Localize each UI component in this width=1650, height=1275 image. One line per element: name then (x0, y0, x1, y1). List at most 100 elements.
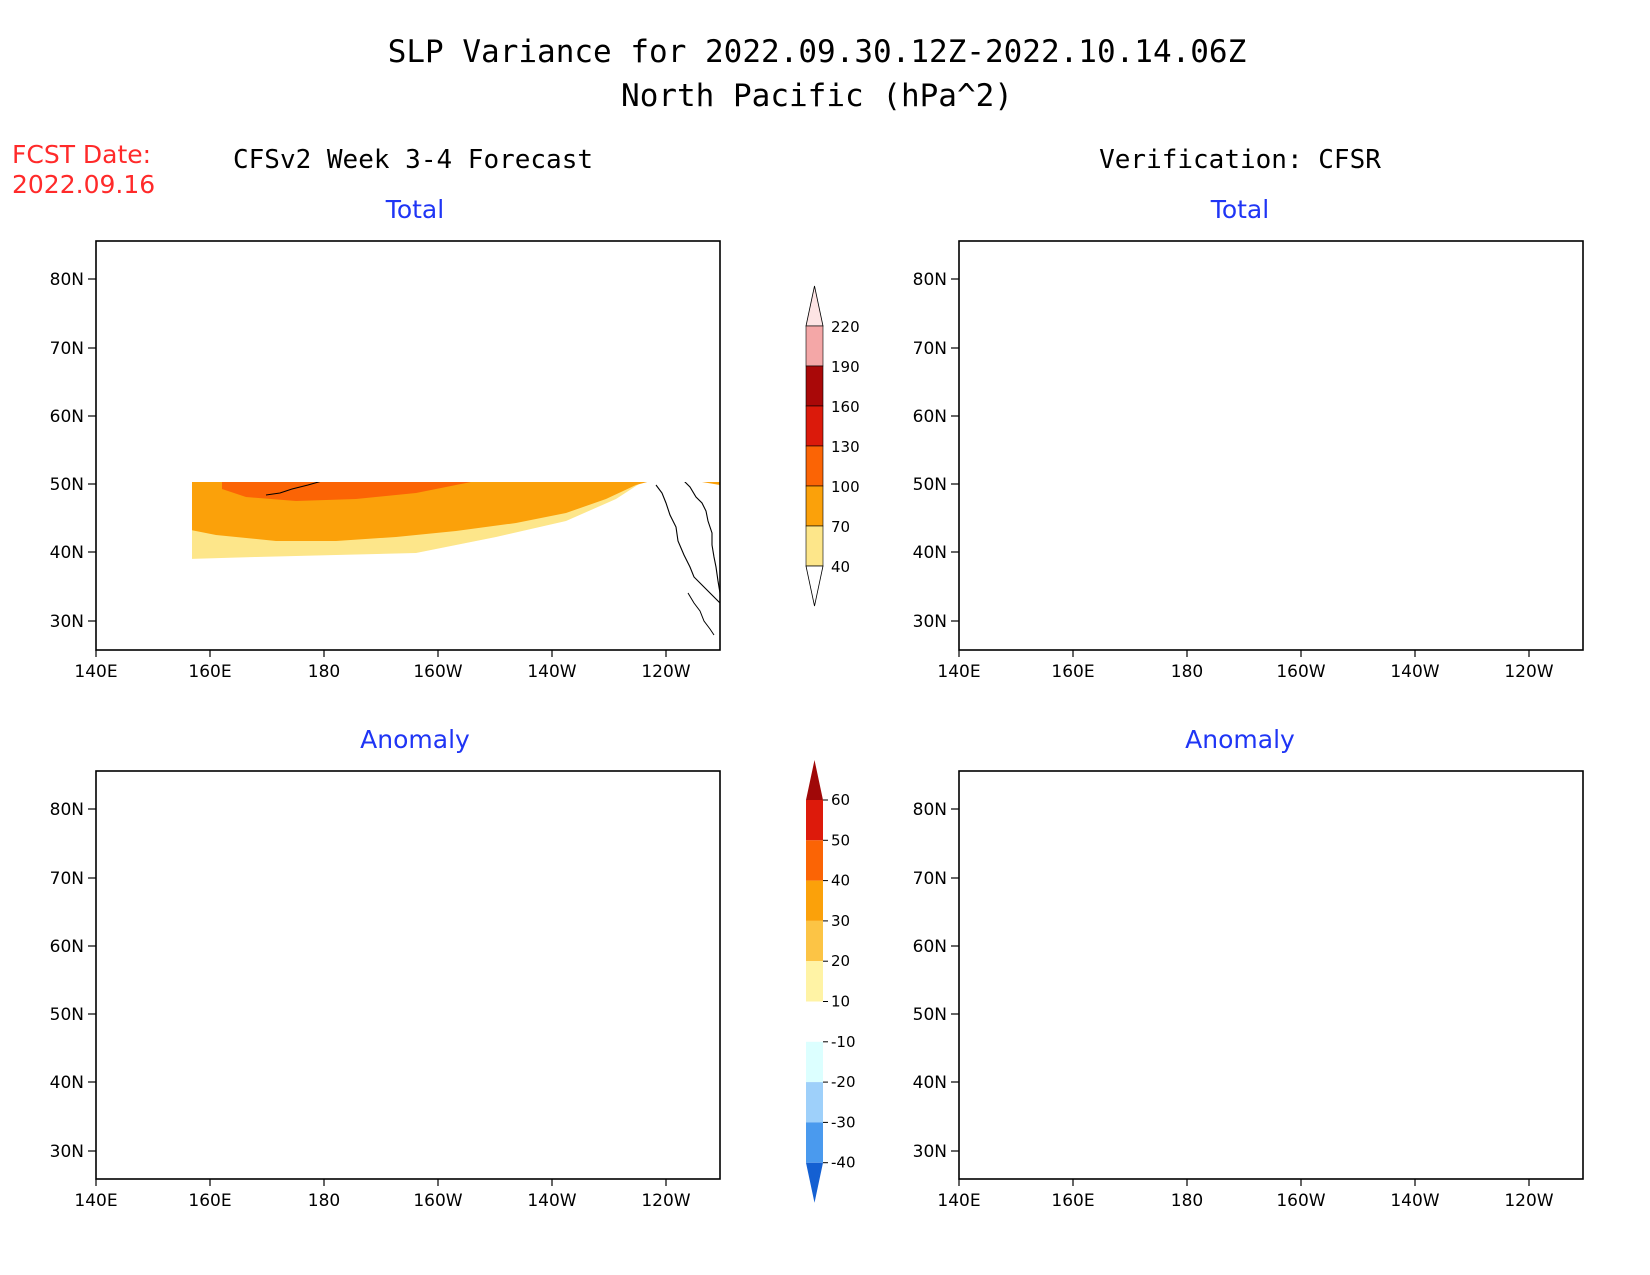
lon-tick-label: 160E (1051, 1191, 1094, 1211)
lat-tick-label: 80N (913, 800, 947, 820)
lon-tick-label: 120W (641, 1191, 690, 1211)
lon-tick-label: 140W (527, 662, 576, 682)
lon-tick-label: 160W (1276, 1191, 1325, 1211)
colorbar-total-label: 190 (831, 358, 860, 376)
panel-title-forecast-total: Total (385, 195, 444, 224)
colorbar-total-bottom-arrow (805, 565, 824, 607)
lon-tick-label: 180 (1171, 1191, 1203, 1211)
colorbar-total-label: 220 (831, 318, 860, 336)
panel-title-verification-anomaly: Anomaly (1185, 725, 1295, 754)
colorbar-anomaly-swatch (806, 1082, 823, 1123)
colorbar-total-label: 40 (831, 558, 850, 576)
colorbar-total-label: 160 (831, 398, 860, 416)
lon-tick-label: 140E (937, 1191, 980, 1211)
colorbar-anomaly-label: 40 (831, 872, 850, 890)
colorbar-anomaly-bottom-arrow (806, 1162, 823, 1203)
lon-tick-label: 160W (413, 662, 462, 682)
colorbar-total-swatch (805, 405, 824, 447)
lon-tick-label: 160W (1276, 662, 1325, 682)
colorbar-anomaly-swatch (806, 800, 823, 841)
lon-tick-label: 160E (188, 1191, 231, 1211)
colorbar-anomaly-label: 60 (831, 791, 850, 809)
lat-tick-label: 50N (913, 475, 947, 495)
map-panel-forecast-anomaly (95, 770, 721, 1180)
lat-tick-label: 40N (50, 1073, 84, 1093)
lat-tick-label: 50N (913, 1005, 947, 1025)
map-panel-verification-total (958, 240, 1584, 651)
colorbar-anomaly: 60 50 40 30 20 10 -10 -20 -30 -40 (806, 760, 856, 1203)
lat-tick-label: 80N (50, 270, 84, 290)
lat-tick-label: 30N (913, 612, 947, 632)
colorbar-anomaly-top-arrow (806, 760, 823, 800)
lon-tick-label: 120W (1504, 1191, 1553, 1211)
lon-tick-label: 160E (1051, 662, 1094, 682)
lat-tick-label: 60N (50, 937, 84, 957)
panel-title-verification-total: Total (1210, 195, 1269, 224)
colorbar-anomaly-label: 10 (831, 993, 850, 1011)
colorbar-anomaly-label: 50 (831, 831, 850, 849)
colorbar-anomaly-swatch (806, 1041, 823, 1083)
lon-tick-label: 180 (308, 662, 340, 682)
colorbar-total-swatch (805, 445, 824, 487)
figure-title: SLP Variance for 2022.09.30.12Z-2022.10.… (388, 34, 1247, 70)
verification-column-title: Verification: CFSR (1099, 145, 1381, 175)
colorbar-total-swatch (805, 365, 824, 407)
lon-tick-label: 180 (308, 1191, 340, 1211)
lon-tick-label: 120W (1504, 662, 1553, 682)
lon-tick-label: 140W (527, 1191, 576, 1211)
lat-tick-label: 70N (50, 869, 84, 889)
lat-tick-label: 70N (913, 869, 947, 889)
lon-tick-label: 120W (641, 662, 690, 682)
colorbar-anomaly-label: 30 (831, 912, 850, 930)
colorbar-total-label: 100 (831, 478, 860, 496)
lon-tick-label: 160E (188, 662, 231, 682)
map-panel-forecast-total (95, 240, 721, 651)
panel-title-forecast-anomaly: Anomaly (360, 725, 470, 754)
lon-tick-label: 180 (1171, 662, 1203, 682)
lat-tick-label: 80N (50, 800, 84, 820)
colorbar-anomaly-swatch (806, 1001, 823, 1042)
colorbar-anomaly-swatch (806, 840, 823, 881)
colorbar-total-top-arrow (805, 285, 824, 327)
colorbar-anomaly-label: -30 (831, 1113, 856, 1131)
colorbar-total: 220 190 160 130 100 70 40 (805, 285, 860, 607)
lat-tick-label: 40N (913, 1073, 947, 1093)
colorbar-total-label: 70 (831, 518, 850, 536)
colorbar-anomaly-swatch (806, 1122, 823, 1163)
lat-tick-label: 60N (913, 937, 947, 957)
lat-tick-label: 40N (50, 543, 84, 563)
lat-tick-label: 50N (50, 1005, 84, 1025)
colorbar-anomaly-swatch (806, 961, 823, 1002)
colorbar-total-label: 130 (831, 438, 860, 456)
lon-tick-label: 160W (413, 1191, 462, 1211)
lat-tick-label: 60N (913, 407, 947, 427)
colorbar-total-swatch (805, 325, 824, 367)
lat-tick-label: 30N (913, 1142, 947, 1162)
colorbar-anomaly-swatch (806, 880, 823, 921)
lat-tick-label: 30N (50, 1142, 84, 1162)
contour-fill-100 (222, 482, 471, 501)
lat-tick-label: 30N (50, 612, 84, 632)
lon-tick-label: 140E (74, 1191, 117, 1211)
lon-tick-label: 140E (74, 662, 117, 682)
axes-layer: 80N 70N 60N 50N 40N 30N 140E 160E 180 160W 140W 120… (50, 270, 1554, 1211)
colorbar-total-swatch (805, 525, 824, 567)
colorbar-anomaly-label: -20 (831, 1073, 856, 1091)
lat-tick-label: 80N (913, 270, 947, 290)
fcst-date-value: 2022.09.16 (12, 170, 155, 199)
lat-tick-label: 50N (50, 475, 84, 495)
colorbar-anomaly-label: -10 (831, 1033, 856, 1051)
lat-tick-label: 70N (913, 339, 947, 359)
lon-tick-label: 140W (1390, 1191, 1439, 1211)
fcst-date-label: FCST Date: (12, 140, 151, 169)
map-panel-verification-anomaly (958, 770, 1584, 1180)
colorbar-anomaly-label: 20 (831, 952, 850, 970)
colorbar-anomaly-label: -40 (831, 1154, 856, 1172)
lat-tick-label: 70N (50, 339, 84, 359)
forecast-column-title: CFSv2 Week 3-4 Forecast (233, 145, 593, 175)
colorbar-anomaly-swatch (806, 920, 823, 962)
lon-tick-label: 140W (1390, 662, 1439, 682)
lat-tick-label: 40N (913, 543, 947, 563)
colorbar-total-swatch (805, 485, 824, 527)
